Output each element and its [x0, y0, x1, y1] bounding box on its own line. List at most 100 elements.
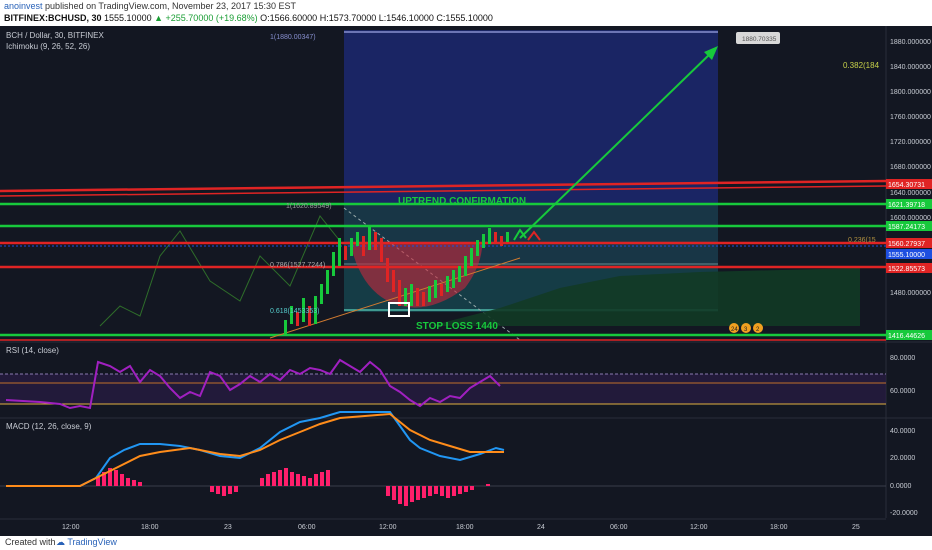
- rsi-axis-tick: 80.0000: [890, 355, 915, 362]
- candle: [494, 232, 497, 244]
- macd-axis-tick: 0.0000: [890, 483, 912, 490]
- price-tick: 1600.000000: [890, 215, 931, 222]
- event-badge-text: 24: [731, 327, 738, 333]
- fib-label-382: 0.382(184: [843, 61, 880, 70]
- candlesticks: [284, 226, 509, 336]
- price-tag-bg: [886, 199, 932, 209]
- candle: [428, 286, 431, 302]
- price-tag: 1522.85573: [888, 266, 925, 273]
- candle: [386, 258, 389, 282]
- chart-canvas[interactable]: UPTREND CONFIRMATION STOP LOSS 1440 1(18…: [0, 26, 932, 536]
- price-tag-bg: [886, 330, 932, 340]
- price-tick: 1720.000000: [890, 139, 931, 146]
- chart-header: anoinvest published on TradingView.com, …: [0, 0, 932, 26]
- candle: [476, 240, 479, 256]
- footer: Created with ☁ TradingView: [0, 536, 932, 550]
- fib-label-236: 0.236(15: [848, 237, 876, 244]
- candle: [422, 292, 425, 306]
- candle: [392, 270, 395, 292]
- price-tag: 1560.27937: [888, 241, 925, 248]
- small-red-arrow: [527, 230, 541, 241]
- macd-line: [6, 411, 505, 487]
- target-arrow: [519, 51, 713, 239]
- time-axis: 12:00 18:00 23 06:00 12:00 18:00 24 06:0…: [62, 524, 860, 531]
- change-value: ▲ +255.70000 (+19.68%): [154, 13, 258, 23]
- candle: [410, 284, 413, 306]
- macd-pane-title: MACD (12, 26, close, 9): [6, 422, 92, 431]
- close-value: C:1555.10000: [436, 13, 493, 23]
- candle: [464, 256, 467, 276]
- price-tag-bg: [886, 179, 932, 189]
- tradingview-logo[interactable]: ☁ TradingView: [56, 537, 117, 547]
- author-link[interactable]: anoinvest: [4, 1, 43, 11]
- fib-label-top: 1(1880.00347): [270, 34, 316, 41]
- price-tick: 1840.000000: [890, 64, 931, 71]
- low-value: L:1546.10000: [378, 13, 434, 23]
- target-bubble-text: 1880.70335: [742, 36, 777, 43]
- ichimoku-baseline: [269, 257, 521, 339]
- ichimoku-legend: Ichimoku (9, 26, 52, 26): [6, 42, 90, 51]
- price-tag: 1654.30731: [888, 182, 925, 189]
- last-price: 1555.10000: [104, 13, 152, 23]
- candle: [440, 284, 443, 296]
- candle: [482, 234, 485, 248]
- candle: [446, 276, 449, 292]
- event-badge: [741, 323, 751, 333]
- price-tag-bg: [886, 249, 932, 259]
- candle: [302, 298, 305, 322]
- macd-axis-tick: 40.0000: [890, 428, 915, 435]
- rsi-pane-title: RSI (14, close): [6, 346, 59, 355]
- rsi-axis-tick: 60.0000: [890, 388, 915, 395]
- candle: [314, 296, 317, 324]
- candle: [416, 288, 419, 306]
- ichimoku-lagging-span: [99, 215, 341, 327]
- signal-line: [6, 412, 504, 487]
- candle: [380, 238, 383, 262]
- price-tick: 1760.000000: [890, 114, 931, 121]
- price-tick: 1800.000000: [890, 89, 931, 96]
- event-badge: [753, 323, 763, 333]
- event-badge-text: 2: [756, 327, 760, 333]
- time-tick: 06:00: [610, 524, 628, 531]
- entry-marker-box: [388, 302, 410, 317]
- candle: [374, 232, 377, 250]
- price-tag-bg: [886, 263, 932, 273]
- uptrend-annotation: UPTREND CONFIRMATION: [398, 196, 526, 207]
- candle: [452, 270, 455, 288]
- time-tick: 12:00: [62, 524, 80, 531]
- time-tick: 18:00: [141, 524, 159, 531]
- event-badges: 24 3 2: [729, 323, 763, 333]
- candle: [458, 266, 461, 282]
- candle: [488, 228, 491, 244]
- candle: [350, 238, 353, 256]
- candle: [326, 270, 329, 294]
- candle: [320, 284, 323, 304]
- price-tick: 1880.000000: [890, 39, 931, 46]
- candle: [290, 306, 293, 324]
- rsi-line: [5, 358, 501, 410]
- publish-text: published on TradingView.com, November 2…: [45, 1, 297, 11]
- time-tick: 06:00: [298, 524, 316, 531]
- candle: [332, 252, 335, 276]
- candle: [500, 236, 503, 246]
- stoploss-annotation: STOP LOSS 1440: [416, 321, 498, 332]
- time-tick: 25: [852, 524, 860, 531]
- event-badge: [729, 323, 739, 333]
- chart-area[interactable]: UPTREND CONFIRMATION STOP LOSS 1440 1(18…: [0, 26, 932, 536]
- candle: [368, 226, 371, 250]
- candle: [344, 246, 347, 260]
- candle: [338, 238, 341, 266]
- candle: [470, 248, 473, 266]
- time-tick: 24: [537, 524, 545, 531]
- time-tick: 12:00: [379, 524, 397, 531]
- price-tag: 1621.39718: [888, 202, 925, 209]
- ohlc-line: BITFINEX:BCHUSD, 30 1555.10000 ▲ +255.70…: [4, 13, 493, 23]
- macd-histogram: [96, 468, 490, 506]
- price-tag-bg: [886, 221, 932, 231]
- time-tick: 12:00: [690, 524, 708, 531]
- price-tick: 1640.000000: [890, 190, 931, 197]
- candle: [398, 280, 401, 306]
- candle: [356, 232, 359, 246]
- candle: [404, 288, 407, 306]
- time-tick: 23: [224, 524, 232, 531]
